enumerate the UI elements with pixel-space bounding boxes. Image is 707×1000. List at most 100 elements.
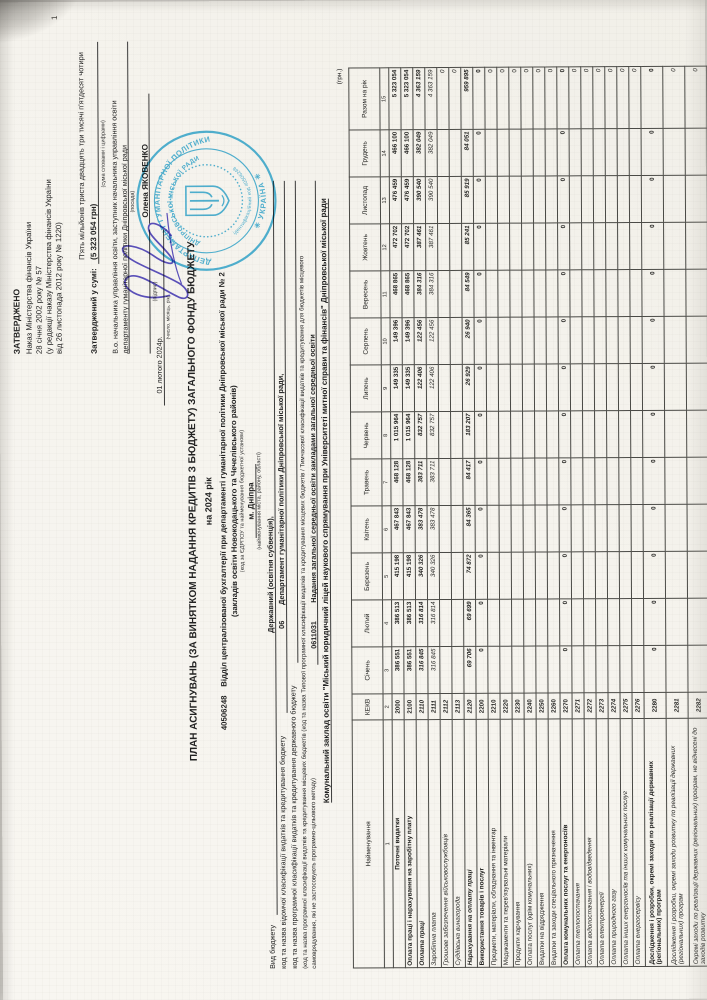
cell-month-value <box>522 551 536 599</box>
cell-month-value <box>618 410 631 458</box>
cell-month-value <box>629 362 643 411</box>
row-kekv-code: 2274 <box>607 692 620 719</box>
table-header-row: Найменування КЕКВ Січень Лютий Березень … <box>348 67 384 968</box>
cell-month-value <box>606 504 619 552</box>
cell-month-value: 0 <box>475 598 488 646</box>
cell-month-value <box>485 269 498 317</box>
cell-month-value <box>521 269 534 317</box>
cell-month-value: 26 940 <box>461 316 474 364</box>
cell-month-value <box>437 316 450 365</box>
organization-name: Відділ централізованої бухгалтерії при д… <box>216 271 228 687</box>
cell-month-value <box>449 316 462 364</box>
cell-month-value <box>532 175 546 223</box>
departmental-value: Департамент гуманітарної політики Дніпро… <box>275 373 286 605</box>
cell-month-value: 384 316 <box>413 270 426 318</box>
approved-sum-label: Затверджений у сумі: <box>88 267 99 354</box>
cell-month-value: 386 513 <box>391 599 404 647</box>
cell-month-value: 0 <box>474 410 487 458</box>
cell-month-value <box>582 551 596 599</box>
cell-month-value <box>496 175 510 223</box>
cell-month-value <box>686 456 707 504</box>
col-number: 9 <box>380 364 391 412</box>
cell-month-value <box>629 268 642 317</box>
cell-month-value <box>582 457 595 505</box>
cell-month-value: 0 <box>642 456 665 504</box>
cell-month-value <box>438 457 451 506</box>
row-name: Заробітна плата <box>427 719 441 968</box>
col-number: 12 <box>380 223 390 271</box>
cell-month-value <box>545 316 558 364</box>
cell-month-value: 387 461 <box>425 223 438 271</box>
cell-month-value: 0 <box>642 503 665 551</box>
cell-month-value <box>594 504 607 552</box>
cell-month-value <box>499 598 512 646</box>
row-kekv-code: 2282 <box>687 691 707 718</box>
cell-month-value <box>448 175 462 223</box>
row-kekv-code: 2275 <box>619 692 632 719</box>
cell-month-value <box>533 316 546 364</box>
row-kekv-code: 2260 <box>547 692 560 719</box>
cell-year-total: 0 <box>616 66 629 129</box>
cell-year-total: 4 363 159 <box>412 67 425 130</box>
col-header-name: Найменування <box>351 719 384 968</box>
cell-month-value: 468 128 <box>390 458 403 506</box>
row-kekv-code: 2120 <box>463 692 476 719</box>
cell-year-total: 0 <box>662 65 685 128</box>
cell-month-value <box>510 504 523 552</box>
departmental-code: 06 <box>276 620 286 629</box>
cell-year-total: 5 323 054 <box>388 67 401 130</box>
program-state-label: код та назва програмної класифікації вид… <box>287 685 299 969</box>
cell-month-value <box>593 363 607 411</box>
cell-month-value: 467 843 <box>402 505 415 553</box>
row-name: Оплата теплопостачання <box>571 718 585 967</box>
cell-month-value <box>685 315 707 363</box>
cell-month-value: 0 <box>640 174 664 222</box>
cell-month-value: 0 <box>473 363 487 411</box>
program-note-line2: самоврядування, які не застосовують прог… <box>309 777 318 969</box>
cell-month-value <box>511 645 524 693</box>
row-kekv-code: 2230 <box>511 692 524 719</box>
cell-month-value <box>509 222 522 270</box>
row-name: Оплата комунальних послуг та енергоносії… <box>559 718 573 967</box>
cell-month-value <box>664 550 688 598</box>
cell-month-value <box>686 409 707 457</box>
cell-month-value <box>569 316 582 364</box>
cell-month-value: 386 513 <box>403 599 416 647</box>
cell-month-value <box>437 269 450 318</box>
row-name: Оплата праці і нарахування на заробітну … <box>403 719 417 968</box>
cell-month-value <box>522 410 535 458</box>
cell-month-value: 316 845 <box>415 646 428 694</box>
cell-month-value <box>630 456 643 505</box>
cell-month-value <box>438 410 451 459</box>
cell-month-value: 468 128 <box>402 458 415 506</box>
cell-month-value <box>450 551 464 599</box>
cell-month-value <box>631 597 644 646</box>
cell-month-value <box>569 222 582 270</box>
cell-month-value: 390 540 <box>412 176 426 224</box>
row-kekv-code: 2272 <box>583 692 596 719</box>
cell-month-value: 340 326 <box>426 552 440 600</box>
cell-month-value: 0 <box>473 269 486 317</box>
row-kekv-code: 2270 <box>559 692 572 719</box>
cell-month-value <box>687 644 707 692</box>
cell-month-value <box>685 268 707 316</box>
cell-month-value: 472 702 <box>389 223 402 271</box>
cell-month-value: 466 100 <box>400 129 413 177</box>
cell-month-value <box>486 504 499 552</box>
cell-month-value <box>687 597 707 645</box>
cell-month-value <box>571 598 584 646</box>
row-name: Дослідження і розробки, окремі заходи ро… <box>665 717 689 966</box>
col-number: 4 <box>382 599 392 647</box>
cell-month-value <box>544 175 558 223</box>
cell-month-value <box>664 456 687 504</box>
cell-month-value <box>498 410 511 458</box>
cell-month-value: 122 406 <box>425 364 439 412</box>
cell-month-value <box>450 410 463 458</box>
cell-month-value <box>569 269 582 317</box>
col-number: 13 <box>379 176 390 224</box>
cell-month-value <box>487 645 500 693</box>
cell-month-value <box>535 598 548 646</box>
cell-month-value: 415 198 <box>390 552 404 600</box>
cell-month-value <box>631 644 644 693</box>
cell-month-value <box>498 551 512 599</box>
